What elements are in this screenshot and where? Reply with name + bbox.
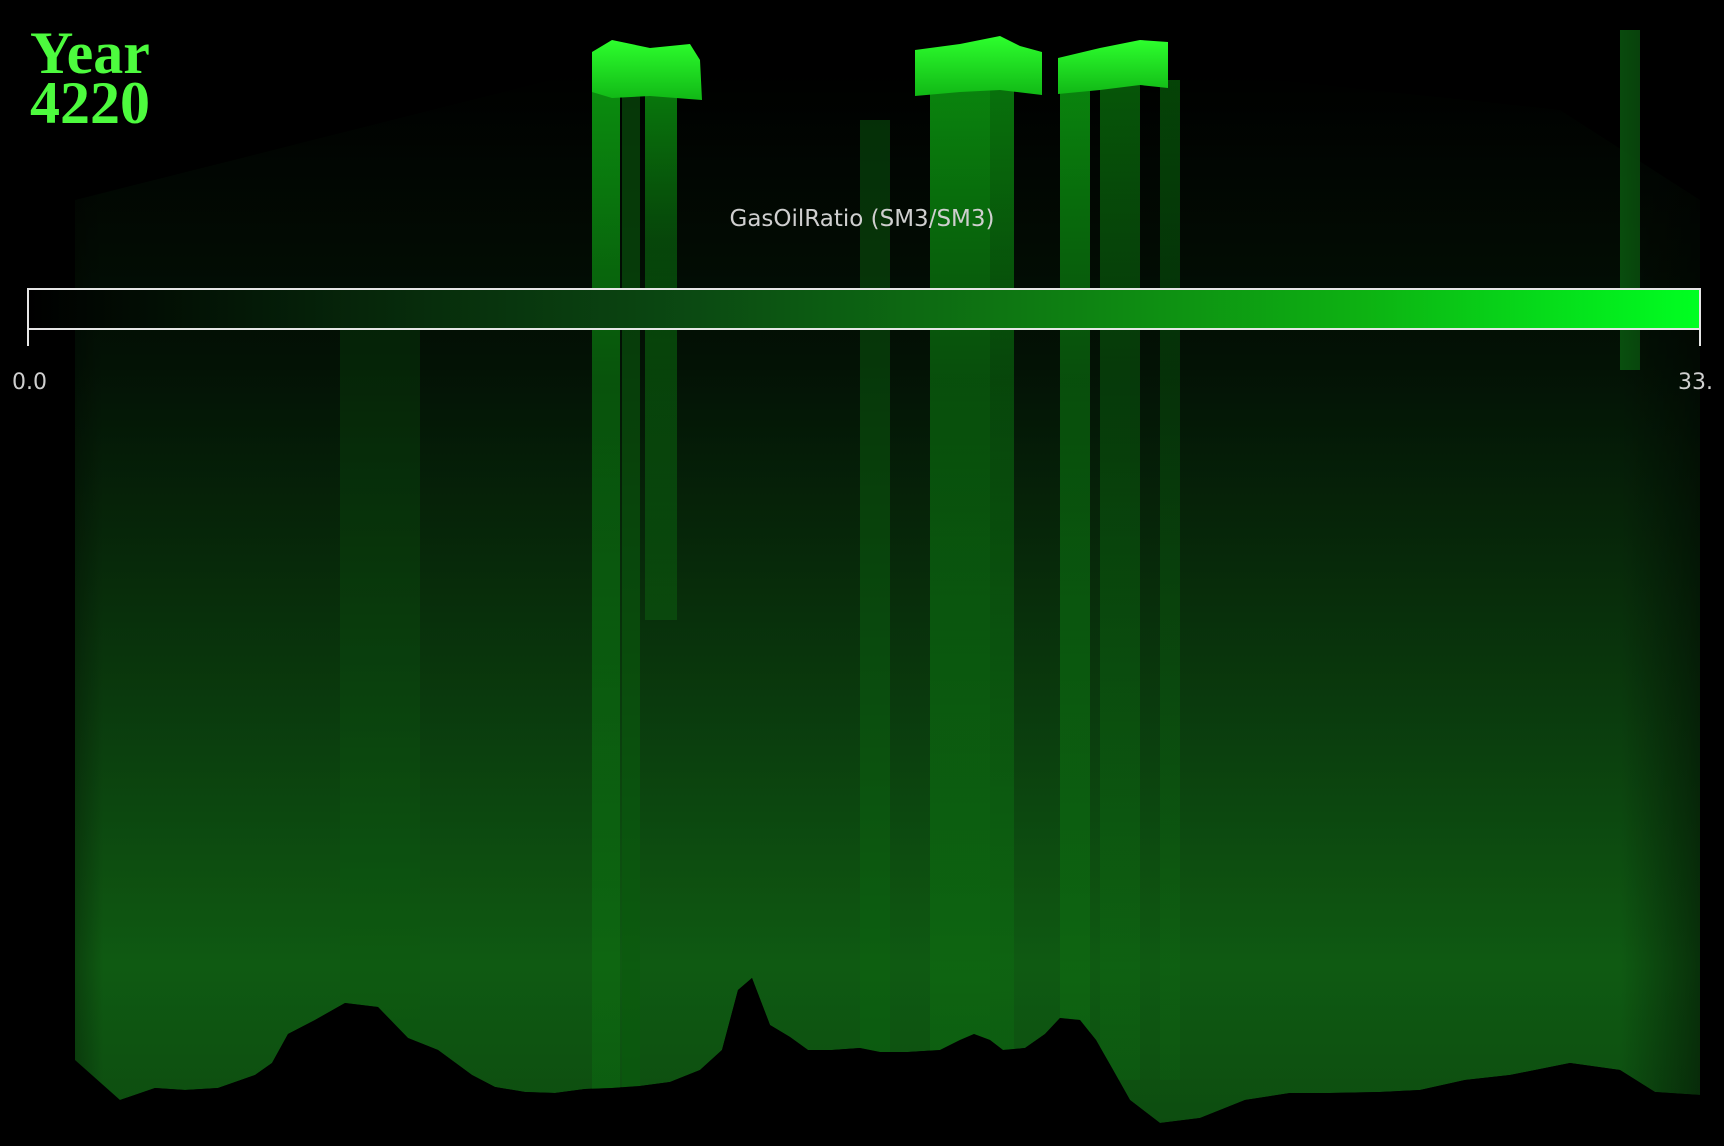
colorbar-min-label: 0.0 — [12, 370, 47, 395]
year-title-value: 4220 — [30, 70, 150, 136]
colorbar-tick-min — [27, 330, 29, 346]
legend-title: GasOilRatio (SM3/SM3) — [729, 206, 995, 232]
colorbar-max-label: 33. — [1678, 370, 1713, 395]
base-ground — [0, 978, 1724, 1146]
year-title: Year 4220 — [30, 20, 150, 136]
year-title-label: Year — [30, 20, 150, 86]
colorbar-tick-max — [1699, 330, 1701, 346]
colorbar — [27, 288, 1701, 330]
